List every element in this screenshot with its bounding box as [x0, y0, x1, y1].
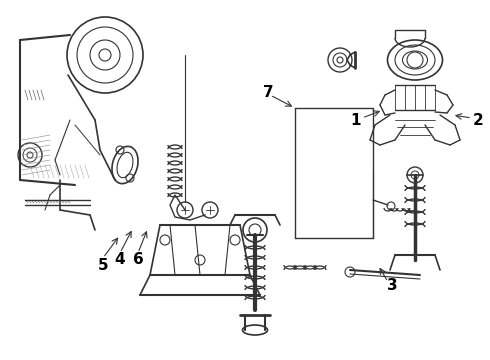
- Text: 4: 4: [115, 252, 125, 267]
- Text: 3: 3: [387, 279, 397, 293]
- Text: 2: 2: [473, 113, 483, 127]
- Text: 5: 5: [98, 257, 108, 273]
- Text: 7: 7: [263, 85, 273, 99]
- Text: 1: 1: [351, 113, 361, 127]
- Text: 6: 6: [133, 252, 144, 267]
